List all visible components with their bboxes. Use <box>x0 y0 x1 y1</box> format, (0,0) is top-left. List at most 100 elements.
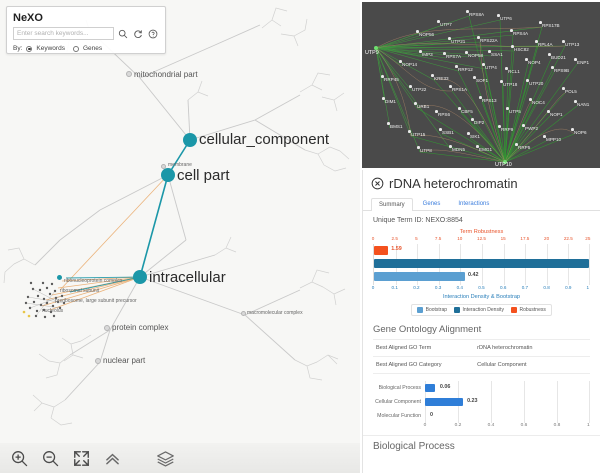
tree-node-intracellular[interactable] <box>133 270 147 284</box>
network-node[interactable] <box>535 40 538 43</box>
tree-node-protein-complex[interactable] <box>104 325 110 331</box>
go-bar-cellular-component[interactable] <box>425 398 463 406</box>
network-node[interactable] <box>482 63 485 66</box>
bar-interaction-density[interactable] <box>374 259 590 268</box>
radio-keywords-label: Keywords <box>36 45 65 52</box>
network-node[interactable] <box>539 21 542 24</box>
network-node[interactable] <box>574 100 577 103</box>
search-input[interactable] <box>13 27 114 40</box>
collapse-icon[interactable] <box>103 449 122 468</box>
tab-interactions[interactable]: Interactions <box>458 201 490 207</box>
network-node[interactable] <box>571 128 574 131</box>
network-node[interactable] <box>574 58 577 61</box>
refresh-icon[interactable] <box>132 28 144 40</box>
network-node[interactable] <box>506 107 509 110</box>
tree-node-ribonucleoprotein[interactable] <box>57 275 62 280</box>
app-title: NeXO <box>13 12 43 24</box>
network-node[interactable] <box>488 50 491 53</box>
network-node[interactable] <box>387 122 390 125</box>
legend-item-robustness[interactable]: Robustness <box>510 307 546 313</box>
network-node[interactable] <box>455 65 458 68</box>
network-node[interactable] <box>449 85 452 88</box>
layers-icon[interactable] <box>156 449 175 468</box>
network-node[interactable] <box>548 53 551 56</box>
network-node[interactable] <box>505 67 508 70</box>
network-node[interactable] <box>476 145 479 148</box>
radio-keywords[interactable] <box>26 45 33 52</box>
network-node[interactable] <box>562 40 565 43</box>
network-node[interactable] <box>437 20 440 23</box>
tree-node-mitochondrial-part[interactable] <box>126 71 132 77</box>
tree-node-macromolecular-complex[interactable] <box>241 311 246 316</box>
network-node[interactable] <box>525 58 528 61</box>
network-node[interactable] <box>498 125 501 128</box>
tree-node-membrane[interactable] <box>161 164 166 169</box>
network-node[interactable] <box>382 97 385 100</box>
help-icon[interactable] <box>147 28 159 40</box>
network-node[interactable] <box>431 74 434 77</box>
network-node[interactable] <box>471 118 474 121</box>
network-node[interactable] <box>551 66 554 69</box>
network-node[interactable] <box>443 52 446 55</box>
radio-genes[interactable] <box>72 45 79 52</box>
network-node[interactable] <box>473 76 476 79</box>
zoom-in-icon[interactable] <box>10 449 29 468</box>
tree-node-cell-part[interactable] <box>161 168 175 182</box>
tab-genes[interactable]: Genes <box>422 201 441 207</box>
network-node[interactable] <box>543 135 546 138</box>
network-node[interactable] <box>448 37 451 40</box>
network-node[interactable] <box>510 29 513 32</box>
network-node[interactable] <box>477 36 480 39</box>
legend-label: Interaction Density <box>462 307 504 313</box>
tick: 7.5 <box>434 236 442 241</box>
network-node[interactable] <box>479 96 482 99</box>
network-node[interactable] <box>547 110 550 113</box>
network-node[interactable] <box>414 102 417 105</box>
ontology-tree-panel[interactable]: cellular_component cell part intracellul… <box>0 0 360 473</box>
network-node[interactable] <box>416 30 419 33</box>
network-node[interactable] <box>522 124 525 127</box>
search-icon[interactable] <box>117 28 129 40</box>
network-node[interactable] <box>500 80 503 83</box>
network-node[interactable] <box>381 75 384 78</box>
tick: 0 <box>371 236 375 241</box>
network-node[interactable] <box>435 110 438 113</box>
network-node[interactable] <box>467 132 470 135</box>
close-icon[interactable] <box>371 177 384 190</box>
bar-bootstrap[interactable] <box>374 272 465 281</box>
network-node[interactable] <box>399 60 402 63</box>
network-node[interactable] <box>562 87 565 90</box>
fit-to-screen-icon[interactable] <box>72 449 91 468</box>
network-node[interactable] <box>465 51 468 54</box>
network-node[interactable] <box>439 128 442 131</box>
network-node[interactable] <box>419 50 422 53</box>
tree-graph[interactable] <box>0 0 360 473</box>
network-node[interactable] <box>511 45 514 48</box>
tab-summary[interactable]: Summary <box>371 198 413 211</box>
network-node[interactable] <box>529 98 532 101</box>
network-node[interactable] <box>515 143 518 146</box>
network-node[interactable] <box>417 146 420 149</box>
network-node[interactable] <box>409 85 412 88</box>
zoom-out-icon[interactable] <box>41 449 60 468</box>
go-bar-biological-process[interactable] <box>425 384 435 392</box>
legend-item-interaction-density[interactable]: Interaction Density <box>454 307 504 313</box>
gene-interaction-network[interactable]: UTP9 UTP10 RPS8A UTP6 RPS17B UTP7 NOP56 … <box>362 2 600 168</box>
go-row: Biological Process 0.06 <box>373 381 591 395</box>
network-node[interactable] <box>526 79 529 82</box>
network-node[interactable] <box>466 10 469 13</box>
tree-node-cellular-component[interactable] <box>183 133 197 147</box>
radio-genes-label: Genes <box>82 45 103 52</box>
row-value: rDNA heterochromatin <box>477 345 533 351</box>
legend-item-bootstrap[interactable]: Bootstrap <box>417 307 447 313</box>
network-node[interactable] <box>497 14 500 17</box>
network-node[interactable] <box>458 107 461 110</box>
tree-node-nuclear-part[interactable] <box>95 358 101 364</box>
network-node[interactable] <box>449 145 452 148</box>
go-alignment-chart: Biological Process 0.06 Cellular Compone… <box>363 374 600 432</box>
network-hub-dot[interactable] <box>374 46 378 50</box>
network-node[interactable] <box>408 130 411 133</box>
network-hub-dot[interactable] <box>503 160 507 164</box>
search-panel[interactable]: NeXO <box>6 6 166 54</box>
bar-robustness[interactable] <box>374 246 388 255</box>
